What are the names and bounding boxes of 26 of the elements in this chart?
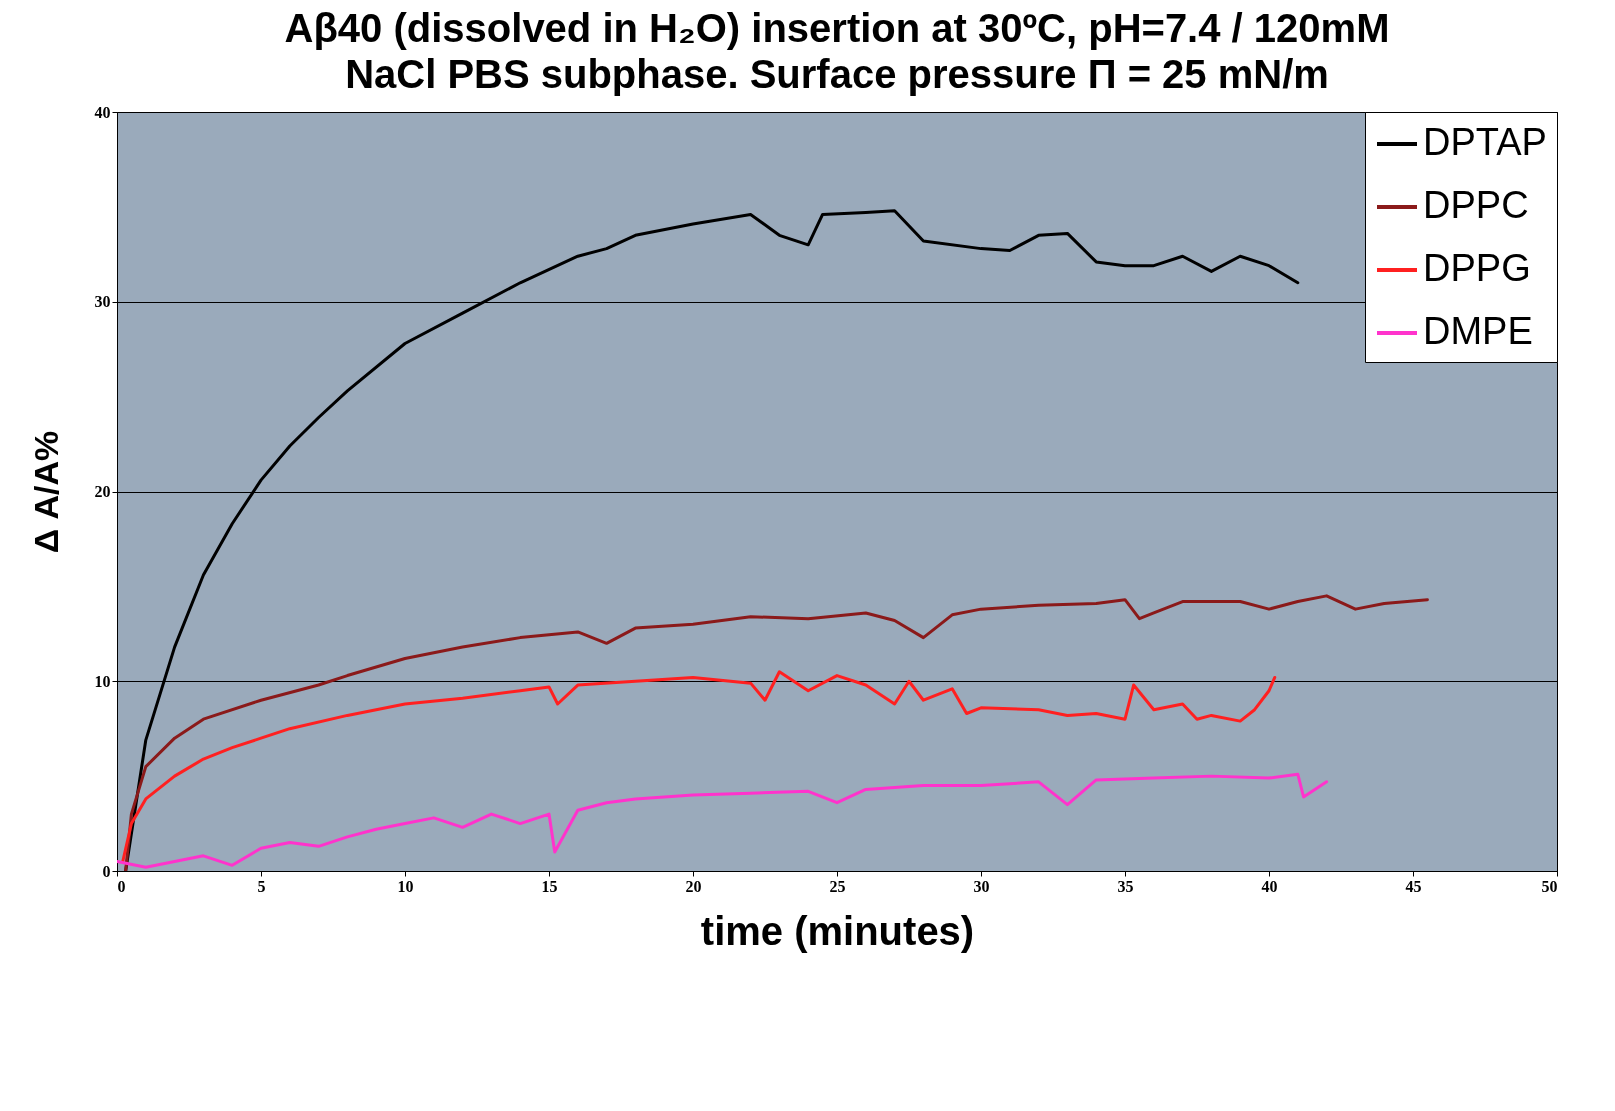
y-tick-label: 30 bbox=[94, 293, 111, 311]
x-tick-label: 5 bbox=[257, 877, 266, 895]
x-tick-label: 25 bbox=[829, 877, 846, 895]
y-tick-label: 0 bbox=[102, 862, 111, 880]
x-tick-label: 10 bbox=[397, 877, 414, 895]
x-tick-label: 40 bbox=[1261, 877, 1278, 895]
x-tick-label: 30 bbox=[973, 877, 990, 895]
x-tick-label: 20 bbox=[685, 877, 702, 895]
line-series bbox=[124, 594, 1429, 871]
x-tick-label: 45 bbox=[1405, 877, 1422, 895]
y-tick-label: 10 bbox=[94, 672, 111, 690]
legend-label: DPTAP bbox=[1423, 121, 1547, 163]
line-series bbox=[117, 772, 1329, 869]
x-axis-title: time (minutes) bbox=[700, 908, 975, 953]
x-tick-label: 35 bbox=[1117, 877, 1134, 895]
chart-title: Aβ40 (dissolved in H₂O) insertion at 30ºC, pH=7.4 / 120mM NaCl PBS subphase. Surface pressure Π = 25 mN/m bbox=[284, 6, 1390, 96]
y-tick-label: 40 bbox=[94, 103, 111, 121]
legend-label: DMPE bbox=[1423, 310, 1533, 352]
x-tick-label: 50 bbox=[1541, 877, 1558, 895]
x-tick-label: 15 bbox=[541, 877, 558, 895]
y-axis-title: Δ A/A% bbox=[26, 430, 65, 554]
line-series bbox=[121, 670, 1277, 864]
x-tick-label: 0 bbox=[117, 877, 126, 895]
legend-label: DPPG bbox=[1423, 247, 1531, 289]
y-tick-label: 20 bbox=[94, 483, 111, 500]
legend-label: DPPC bbox=[1423, 184, 1529, 226]
